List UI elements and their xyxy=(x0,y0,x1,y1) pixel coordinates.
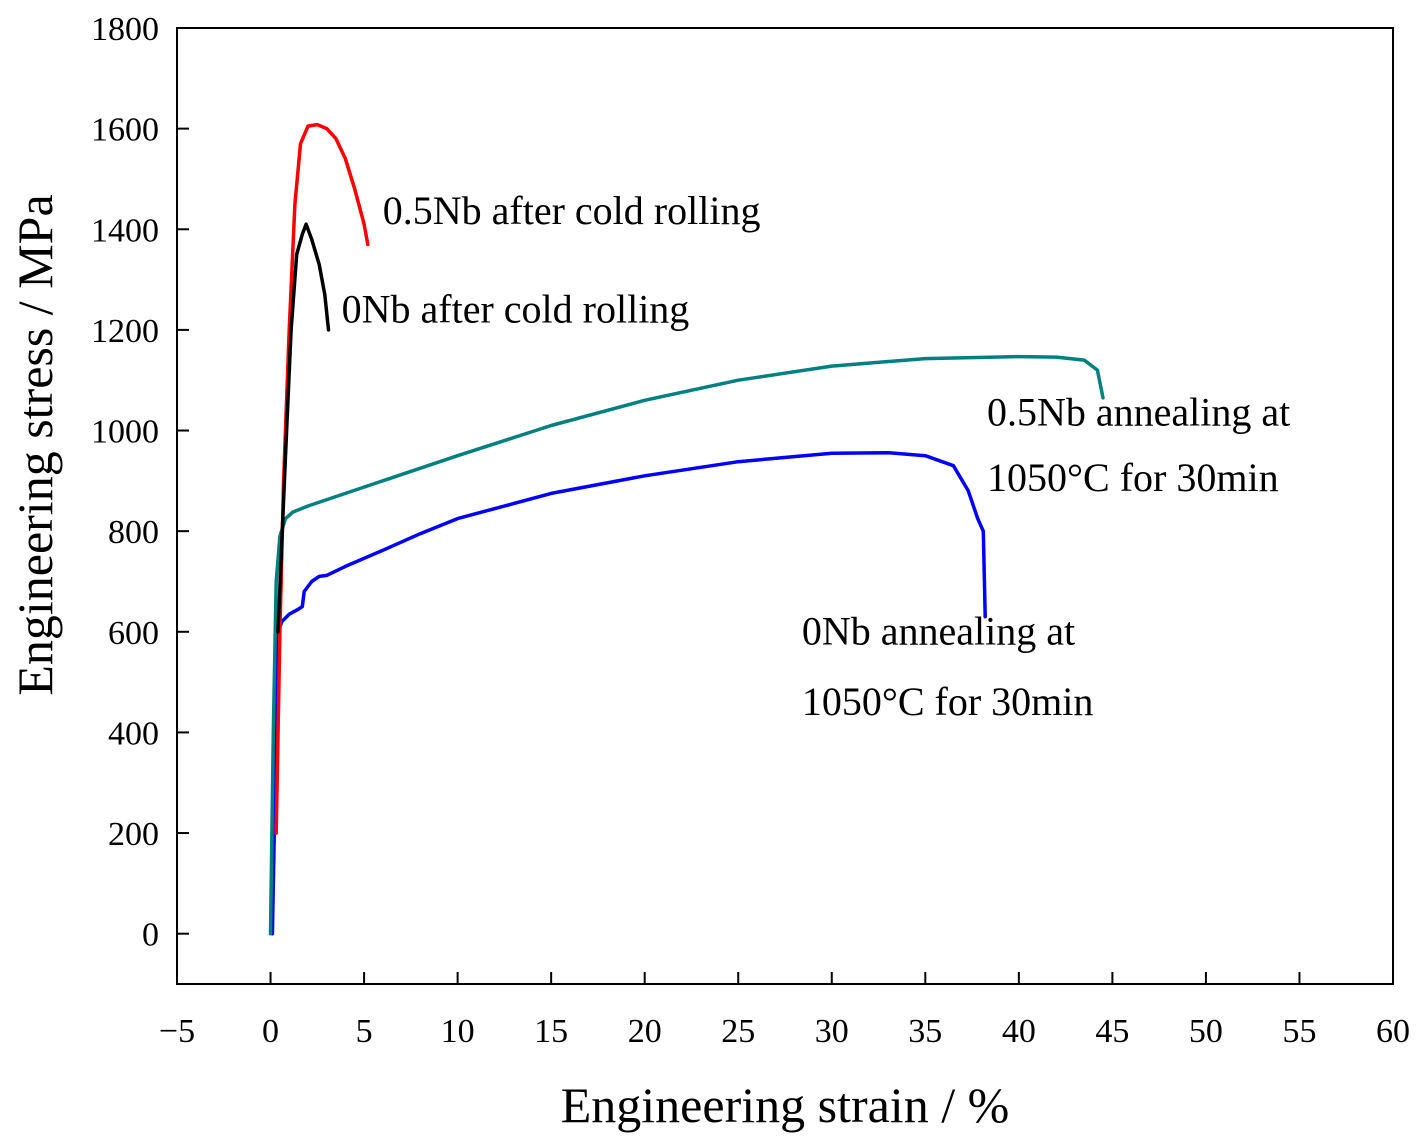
x-tick-label: 15 xyxy=(534,1013,568,1050)
series-layer xyxy=(268,122,1105,936)
x-tick-label: 50 xyxy=(1189,1013,1223,1050)
x-tick-label: 40 xyxy=(1002,1013,1036,1050)
x-axis-title: Engineering strain / % xyxy=(561,1077,1010,1133)
x-tick-label: 35 xyxy=(908,1013,942,1050)
annotation-label: 1050°C for 30min xyxy=(987,455,1279,500)
y-tick-label: 400 xyxy=(108,715,159,752)
x-axis-ticks: −5 0 5 10 15 20 25 30 35 40 45 50 55 60 xyxy=(159,972,1410,1050)
annotation-label: 0Nb after cold rolling xyxy=(342,286,690,331)
annotation-label: 1050°C for 30min xyxy=(802,679,1094,724)
annotation-layer: 0.5Nb after cold rolling 0Nb after cold r… xyxy=(342,188,1291,724)
y-tick-label: 800 xyxy=(108,514,159,551)
series-line-3 xyxy=(274,122,370,835)
plot-frame xyxy=(176,27,1394,985)
x-tick-label: 55 xyxy=(1282,1013,1316,1050)
x-tick-label: 60 xyxy=(1376,1013,1410,1050)
y-axis-ticks: 0 200 400 600 800 1000 1200 1400 1600 1800 xyxy=(91,11,189,954)
y-tick-label: 0 xyxy=(142,917,159,954)
x-tick-label: 45 xyxy=(1095,1013,1129,1050)
series-line-1 xyxy=(270,450,987,936)
annotation-label: 0.5Nb annealing at xyxy=(987,389,1290,434)
y-tick-label: 1800 xyxy=(91,11,159,48)
y-tick-label: 600 xyxy=(108,615,159,652)
annotation-label: 0.5Nb after cold rolling xyxy=(383,188,761,233)
x-tick-label: 10 xyxy=(441,1013,475,1050)
y-tick-label: 1600 xyxy=(91,112,159,149)
x-tick-label: −5 xyxy=(159,1013,195,1050)
y-axis-title: Engineering stress / MPa xyxy=(7,194,63,695)
y-tick-label: 200 xyxy=(108,816,159,853)
x-tick-label: 25 xyxy=(721,1013,755,1050)
x-tick-label: 0 xyxy=(262,1013,279,1050)
x-tick-label: 5 xyxy=(356,1013,373,1050)
y-tick-label: 1200 xyxy=(91,313,159,350)
x-tick-label: 20 xyxy=(628,1013,662,1050)
y-tick-label: 1000 xyxy=(91,414,159,451)
series-line-4 xyxy=(276,222,331,634)
y-tick-label: 1400 xyxy=(91,212,159,249)
x-tick-label: 30 xyxy=(815,1013,849,1050)
annotation-label: 0Nb annealing at xyxy=(802,608,1075,653)
